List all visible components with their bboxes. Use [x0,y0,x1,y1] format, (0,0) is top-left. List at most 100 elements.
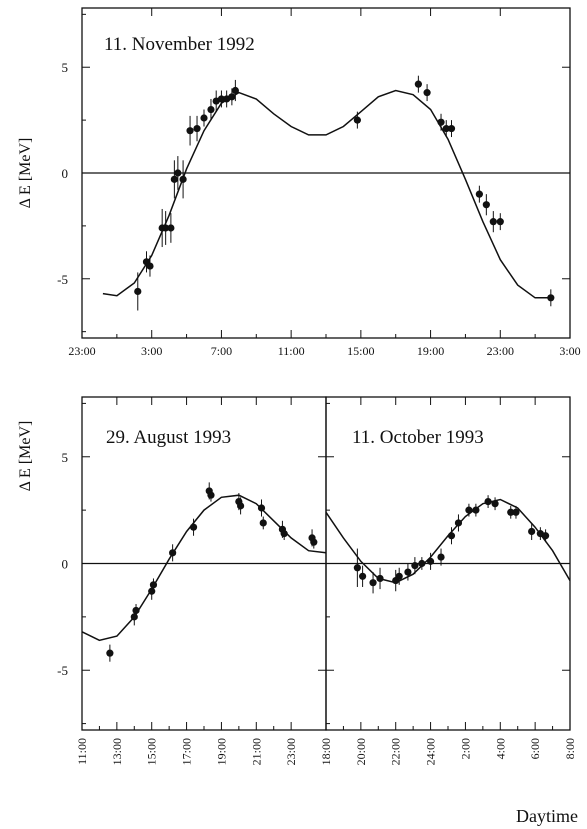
data-point [193,124,201,133]
data-point [442,124,450,133]
data-point [280,530,288,538]
data-point [259,519,267,527]
x-axis: 23:00 3:00 7:00 11:00 15:00 19:00 23:00 3:00 [68,8,581,358]
data-point [169,549,177,557]
data-point [132,606,140,615]
data-point [167,224,175,232]
data-point [447,124,456,133]
data-point [353,116,361,124]
data-point [170,175,178,183]
data-points [353,495,550,594]
data-point [310,538,318,546]
data-point [207,105,215,114]
y-tick-label: -5 [57,663,68,678]
x-tick-label: 19:00 [417,344,444,358]
data-point [353,564,361,572]
x-tick-label: 2:00 [458,738,472,759]
data-point [472,506,480,514]
data-point [149,581,158,589]
data-point [130,613,138,621]
data-points [134,75,555,311]
y-tick-label: -5 [57,272,68,287]
data-point [542,532,550,540]
x-tick-label: 23:00 [68,344,95,358]
chart-title: 29. August 1993 [106,427,231,448]
x-tick-label: 19:00 [214,738,228,765]
x-axis: 18:00 20:00 22:00 24:00 2:00 4:00 6:00 8:00 [319,397,577,765]
data-point [207,491,215,499]
data-point [186,127,194,135]
data-point [475,190,483,198]
panel-october-1993: 11. October 1993 18:00 20:00 22:00 24:00 2:0… [319,396,577,765]
data-point [437,553,445,561]
x-tick-label: 13:00 [110,738,124,765]
x-tick-label: 15:00 [145,738,159,765]
data-point [496,218,504,226]
data-point [146,262,154,270]
data-point [547,294,555,302]
x-tick-label: 17:00 [180,738,194,765]
x-tick-label: 15:00 [347,344,374,358]
data-point [528,527,536,536]
data-point [454,519,463,527]
data-point [189,523,198,531]
x-tick-label: 22:00 [389,738,403,765]
data-point [376,574,384,583]
x-tick-label: 23:00 [487,344,514,358]
data-point [174,169,182,177]
data-point [134,287,142,296]
x-tick-label: 24:00 [424,738,438,765]
x-tick-label: 18:00 [319,738,333,765]
y-axis: 5 0 -5 [57,13,570,333]
data-point [489,218,497,226]
x-tick-label: 7:00 [211,344,232,358]
x-axis-label: Daytime [516,806,578,826]
x-tick-label: 4:00 [493,738,507,759]
x-tick-label: 6:00 [528,738,542,759]
data-point [237,502,245,510]
data-point [228,93,236,101]
data-point [437,118,445,126]
data-point [491,500,499,508]
data-point [359,572,367,580]
x-tick-label: 11:00 [75,738,89,765]
data-point [484,497,492,506]
data-point [418,559,426,568]
y-tick-label: 0 [62,557,69,572]
x-tick-label: 21:00 [249,738,263,765]
panel-november-1992: 11. November 1992 Δ E [MeV] 23:00 3:00 7:0… [17,7,581,358]
y-tick-label: 0 [62,166,69,181]
fit-curve [102,89,551,299]
data-point [423,89,431,97]
panel-august-1993: 29. August 1993 Δ E [MeV] 11:00 13:00 15:0… [17,396,327,765]
x-tick-label: 8:00 [563,738,577,759]
data-point [217,95,226,103]
chart-title: 11. October 1993 [352,427,484,448]
data-point [447,532,456,540]
data-point [162,224,170,232]
x-tick-label: 11:00 [278,344,305,358]
x-tick-label: 23:00 [284,738,298,765]
data-point [257,504,266,512]
data-point [507,508,515,516]
x-axis: 11:00 13:00 15:00 17:00 19:00 21:00 23:00 [75,397,298,765]
data-point [179,175,187,183]
data-point [106,649,114,657]
y-tick-label: 5 [62,450,69,465]
data-point [148,587,156,595]
y-axis-label: Δ E [MeV] [17,138,34,209]
data-point [200,114,208,122]
data-point [482,201,490,209]
data-point [411,562,419,570]
chart-title: 11. November 1992 [104,34,255,55]
x-tick-label: 20:00 [354,738,368,765]
data-point [404,568,412,576]
x-tick-label: 3:00 [559,344,580,358]
x-tick-label: 3:00 [141,344,162,358]
data-point [369,579,377,587]
y-tick-label: 5 [62,60,69,75]
data-point [426,557,435,565]
data-point [512,508,520,516]
y-axis-label: Δ E [MeV] [17,421,34,492]
